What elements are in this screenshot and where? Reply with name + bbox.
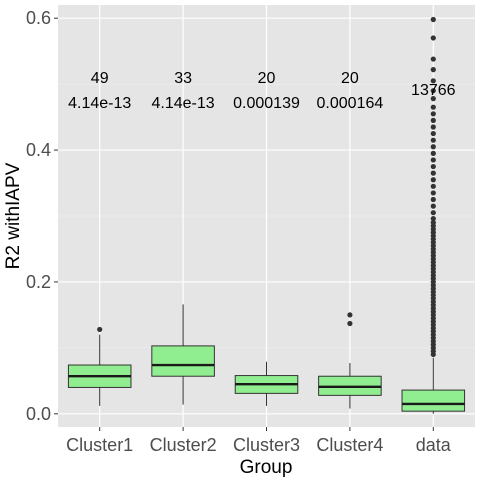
outlier-point [430, 104, 436, 110]
outlier-point [430, 157, 436, 163]
x-axis-title: Group [240, 457, 293, 478]
y-tick-label: 0.4 [26, 140, 51, 160]
outlier-point [430, 67, 436, 73]
outlier-point [430, 88, 436, 94]
iqr-box [151, 345, 215, 377]
outlier-point [430, 56, 436, 62]
x-tick-label: data [416, 435, 452, 455]
box-cluster4 [318, 312, 382, 409]
outlier-point [430, 163, 436, 170]
annotation-pvalue: 4.14e-13 [68, 95, 131, 112]
box-cluster3 [234, 361, 299, 406]
y-tick-label: 0.6 [26, 8, 51, 28]
x-tick-label: Cluster4 [316, 435, 383, 455]
outlier-point [430, 190, 436, 196]
annotation-count: 33 [174, 70, 192, 87]
x-tick-label: Cluster1 [66, 435, 133, 455]
outlier-point [430, 216, 436, 222]
y-tick-label: 0.2 [26, 272, 51, 292]
box-cluster2 [151, 304, 215, 405]
box-series [67, 16, 466, 414]
outlier-point [347, 312, 353, 318]
annotation-pvalue: 0.000139 [233, 95, 300, 112]
annotation-count: 49 [91, 70, 109, 87]
annotation-count: 20 [258, 70, 276, 87]
grid-lines [58, 5, 475, 427]
outlier-point [430, 35, 436, 41]
outlier-point [430, 203, 436, 209]
outlier-point [430, 210, 436, 216]
outlier-point [430, 96, 436, 102]
count-annotations: 49 4.14e-13 33 4.14e-13 20 0.000139 20 0.000164… [68, 70, 456, 112]
y-axis: 0.0 0.2 0.4 0.6 [26, 8, 58, 424]
outlier-point [430, 196, 436, 203]
iqr-box [401, 389, 466, 412]
x-axis: Cluster1 Cluster2 Cluster3 Cluster4 data [66, 427, 452, 455]
outlier-point [430, 111, 436, 117]
outlier-point [430, 137, 436, 143]
outlier-point [347, 320, 353, 327]
outlier-point [430, 16, 436, 23]
box-cluster1 [67, 326, 132, 406]
outlier-point [430, 219, 436, 226]
outlier-point [430, 144, 436, 150]
y-tick-label: 0.0 [26, 404, 51, 424]
x-tick-label: Cluster2 [150, 435, 217, 455]
annotation-pvalue: 4.14e-13 [152, 95, 215, 112]
outlier-point [430, 124, 436, 130]
box-data [401, 16, 466, 414]
outlier-point [430, 78, 436, 84]
outlier-point [430, 150, 436, 156]
outlier-point [430, 177, 436, 183]
outlier-point [430, 183, 436, 189]
y-axis-title: R2 withIAPV [3, 162, 24, 269]
outlier-point [97, 326, 103, 333]
outlier-point [430, 130, 436, 137]
outlier-point [430, 117, 436, 123]
annotation-pvalue: 0.000164 [317, 95, 384, 112]
annotation-count: 13766 [411, 82, 456, 99]
outlier-point [430, 170, 436, 176]
annotation-count: 20 [341, 70, 359, 87]
x-tick-label: Cluster3 [233, 435, 300, 455]
